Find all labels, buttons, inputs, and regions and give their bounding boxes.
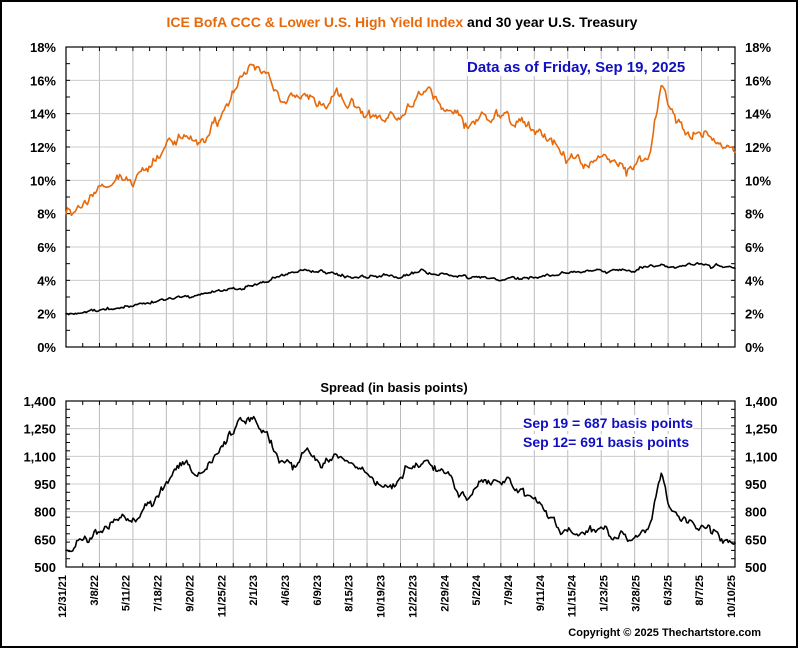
svg-text:12/31/21: 12/31/21 <box>57 575 69 618</box>
svg-text:1,250: 1,250 <box>23 422 56 437</box>
svg-text:1,400: 1,400 <box>745 394 778 409</box>
svg-text:11/15/24: 11/15/24 <box>567 574 579 617</box>
svg-text:1,100: 1,100 <box>745 449 778 464</box>
svg-text:6/3/25: 6/3/25 <box>662 575 674 606</box>
svg-text:10/10/25: 10/10/25 <box>726 575 738 618</box>
svg-text:7/18/22: 7/18/22 <box>153 575 165 612</box>
svg-text:3/8/22: 3/8/22 <box>89 575 101 606</box>
svg-text:2/29/24: 2/29/24 <box>439 574 451 612</box>
svg-text:1/23/25: 1/23/25 <box>599 575 611 612</box>
svg-text:950: 950 <box>745 477 767 492</box>
svg-text:10/19/23: 10/19/23 <box>376 575 388 618</box>
svg-text:1,250: 1,250 <box>745 422 778 437</box>
svg-text:500: 500 <box>745 560 767 575</box>
svg-text:8/15/23: 8/15/23 <box>344 575 356 612</box>
svg-text:950: 950 <box>34 477 56 492</box>
svg-text:11/25/22: 11/25/22 <box>216 575 228 617</box>
svg-text:6/9/23: 6/9/23 <box>312 575 324 606</box>
svg-text:12/22/23: 12/22/23 <box>407 575 419 618</box>
svg-text:9/11/24: 9/11/24 <box>535 574 547 611</box>
svg-text:800: 800 <box>34 505 56 520</box>
svg-text:5/2/24: 5/2/24 <box>471 574 483 605</box>
svg-text:4/6/23: 4/6/23 <box>280 575 292 606</box>
svg-text:1,400: 1,400 <box>23 394 56 409</box>
svg-text:650: 650 <box>745 532 767 547</box>
svg-text:3/28/25: 3/28/25 <box>630 575 642 612</box>
svg-text:650: 650 <box>34 532 56 547</box>
svg-text:2/1/23: 2/1/23 <box>248 575 260 606</box>
svg-text:8/7/25: 8/7/25 <box>694 575 706 606</box>
svg-text:5/11/22: 5/11/22 <box>121 575 133 611</box>
svg-text:1,100: 1,100 <box>23 449 56 464</box>
svg-text:500: 500 <box>34 560 56 575</box>
svg-text:800: 800 <box>745 505 767 520</box>
svg-text:9/20/22: 9/20/22 <box>184 575 196 612</box>
svg-text:7/9/24: 7/9/24 <box>503 574 515 605</box>
